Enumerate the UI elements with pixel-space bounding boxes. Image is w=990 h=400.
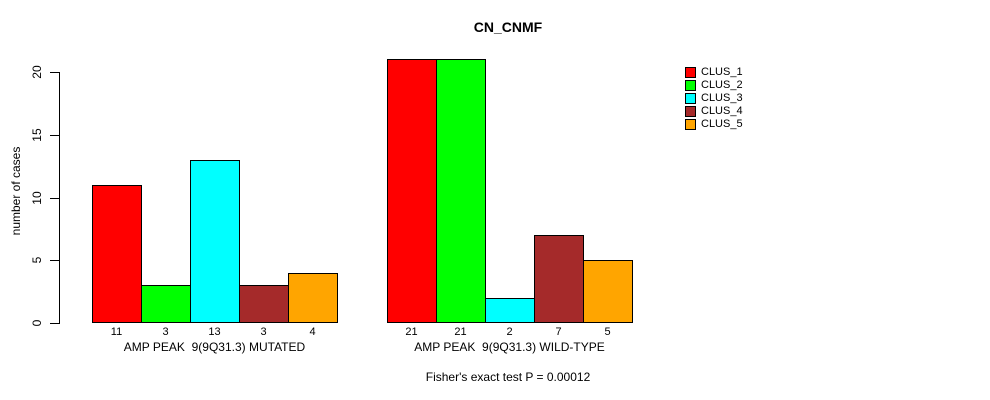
footnote-text: Fisher's exact test P = 0.00012 <box>425 370 591 384</box>
bar-value-label: 3 <box>162 326 169 338</box>
y-tick-label: 10 <box>30 191 44 205</box>
y-axis-label: number of cases <box>9 146 23 236</box>
legend-label-clus_4: CLUS_4 <box>701 104 743 117</box>
legend-swatch-clus_1 <box>685 67 696 78</box>
y-tick-label: 20 <box>30 65 44 79</box>
bar-value-label: 5 <box>604 326 611 338</box>
chart-title: CN_CNMF <box>473 19 543 35</box>
bar-value-label: 7 <box>555 326 562 338</box>
legend-label-clus_1: CLUS_1 <box>701 66 743 78</box>
legend-label-clus_5: CLUS_5 <box>701 117 743 130</box>
legend-swatch-clus_4 <box>685 105 696 117</box>
legend-label-clus_2: CLUS_2 <box>701 78 743 91</box>
y-tick-label: 5 <box>30 256 44 264</box>
legend-swatch-clus_5 <box>685 118 696 130</box>
bar-value-label: 11 <box>110 326 123 338</box>
category-label: AMP PEAK 9(9Q31.3) WILD-TYPE <box>414 340 605 354</box>
category-label: AMP PEAK 9(9Q31.3) MUTATED <box>123 340 306 354</box>
y-tick-label: 15 <box>30 128 44 142</box>
y-axis-line <box>59 72 60 324</box>
bar-clus_5-group1 <box>288 272 338 323</box>
bar-value-label: 3 <box>260 326 267 338</box>
y-tick-label: 0 <box>30 319 44 327</box>
bar-clus_3-group1 <box>190 159 240 323</box>
bar-clus_2-group1 <box>141 285 191 323</box>
bar-clus_5-group2 <box>583 260 633 323</box>
bar-value-label: 13 <box>208 326 221 338</box>
bar-clus_3-group2 <box>485 297 535 323</box>
y-tick-mark <box>50 260 59 261</box>
bar-clus_4-group2 <box>534 235 584 323</box>
y-tick-mark <box>50 198 59 199</box>
bar-value-label: 2 <box>506 326 513 338</box>
y-tick-mark <box>50 72 59 73</box>
bar-value-label: 4 <box>309 326 316 338</box>
y-tick-mark <box>50 135 59 136</box>
bar-value-label: 21 <box>454 326 467 338</box>
bar-clus_2-group2 <box>436 59 486 323</box>
bar-value-label: 21 <box>405 326 418 338</box>
bar-clus_1-group2 <box>387 59 437 323</box>
bar-clus_1-group1 <box>92 184 142 323</box>
y-tick-mark <box>50 323 59 324</box>
legend-swatch-clus_3 <box>685 92 696 104</box>
bar-clus_4-group1 <box>239 285 289 323</box>
legend-label-clus_3: CLUS_3 <box>701 91 743 104</box>
legend-swatch-clus_2 <box>685 79 696 91</box>
